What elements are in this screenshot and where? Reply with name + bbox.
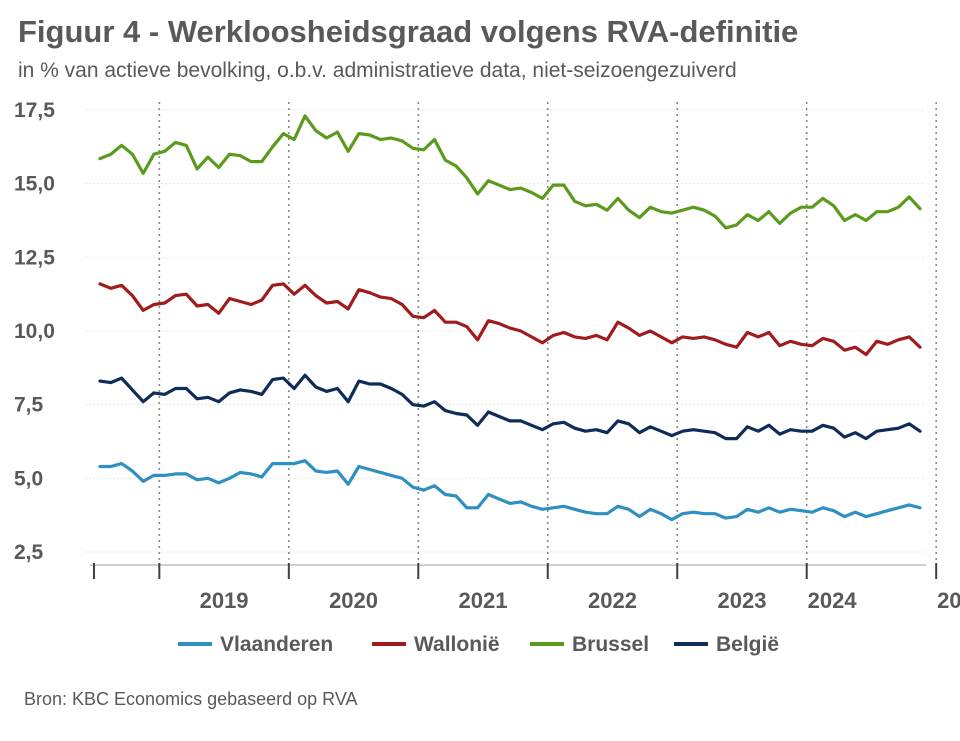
legend-label: Vlaanderen xyxy=(220,633,333,656)
y-tick-label: 15,0 xyxy=(14,173,55,196)
y-tick-label: 10,0 xyxy=(14,320,55,343)
axes: 2,5 5,0 7,5 10,0 12,5 15,0 17,5 2019 2020 2021 202… xyxy=(14,99,960,613)
x-tick-label: 2022 xyxy=(588,588,637,613)
x-tick-label: 2021 xyxy=(459,588,508,613)
series-lines xyxy=(98,114,922,522)
y-tick-label: 17,5 xyxy=(14,99,55,122)
legend-label: Brussel xyxy=(572,633,649,656)
x-tick-label: 2025 xyxy=(937,588,960,613)
legend-item: België xyxy=(674,633,779,656)
gridlines xyxy=(86,102,937,561)
chart-title: Figuur 4 - Werkloosheidsgraad volgens RV… xyxy=(18,14,799,49)
x-tick-label: 2024 xyxy=(808,588,858,613)
x-tick-label: 2019 xyxy=(200,588,249,613)
x-tick-label: 2020 xyxy=(329,588,378,613)
series-line-vlaanderen xyxy=(98,459,922,522)
legend-label: België xyxy=(716,633,779,656)
chart-subtitle: in % van actieve bevolking, o.b.v. admin… xyxy=(18,59,737,82)
x-tick-label: 2023 xyxy=(717,588,766,613)
y-tick-label: 2,5 xyxy=(14,541,44,564)
y-tick-label: 7,5 xyxy=(14,394,44,417)
y-tick-label: 12,5 xyxy=(14,246,55,269)
series-line-wallonië xyxy=(98,282,922,357)
legend-label: Wallonië xyxy=(414,633,500,656)
series-line-belgië xyxy=(98,373,922,441)
legend-item: Vlaanderen xyxy=(178,633,333,656)
source-note: Bron: KBC Economics gebaseerd op RVA xyxy=(24,689,358,709)
y-tick-label: 5,0 xyxy=(14,467,43,490)
legend-item: Wallonië xyxy=(372,633,500,656)
series-line-brussel xyxy=(98,114,922,230)
legend-item: Brussel xyxy=(530,633,649,656)
legend: Vlaanderen Wallonië Brussel België xyxy=(178,633,779,656)
